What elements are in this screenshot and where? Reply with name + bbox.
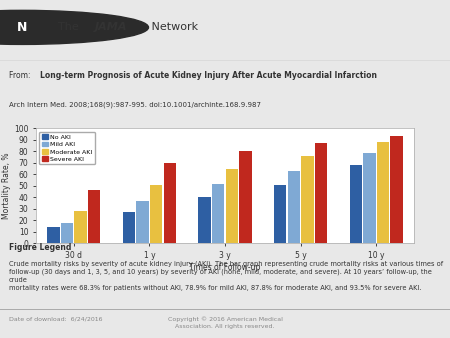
Text: From:: From: <box>9 71 33 80</box>
Bar <box>198 197 211 243</box>
Bar <box>377 142 389 243</box>
Text: Network: Network <box>148 22 198 32</box>
Text: Crude mortality risks by severity of acute kidney injury (AKI). The bar graph re: Crude mortality risks by severity of acu… <box>9 260 443 291</box>
Bar <box>88 191 100 243</box>
Bar <box>274 185 287 243</box>
X-axis label: Times of Follow-up: Times of Follow-up <box>189 263 261 272</box>
Bar <box>390 137 403 243</box>
Bar <box>363 152 376 243</box>
Legend: No AKI, Mild AKI, Moderate AKI, Severe AKI: No AKI, Mild AKI, Moderate AKI, Severe A… <box>39 131 95 165</box>
Bar <box>350 165 362 243</box>
Bar <box>212 184 225 243</box>
Text: The: The <box>58 22 83 32</box>
Bar <box>150 185 162 243</box>
Bar <box>136 201 149 243</box>
Bar <box>47 227 60 243</box>
Bar <box>225 169 238 243</box>
Bar <box>315 143 327 243</box>
Text: Copyright © 2016 American Medical
Association. All rights reserved.: Copyright © 2016 American Medical Associ… <box>167 317 283 329</box>
Bar <box>239 151 252 243</box>
Bar <box>163 163 176 243</box>
Circle shape <box>0 10 148 44</box>
Text: N: N <box>17 21 28 34</box>
Text: Date of download:  6/24/2016: Date of download: 6/24/2016 <box>9 317 103 322</box>
Text: Arch Intern Med. 2008;168(9):987-995. doi:10.1001/archinte.168.9.987: Arch Intern Med. 2008;168(9):987-995. do… <box>9 101 261 108</box>
Bar <box>74 211 87 243</box>
Bar <box>288 171 300 243</box>
Bar <box>61 223 73 243</box>
Bar <box>123 212 135 243</box>
Text: Long-term Prognosis of Acute Kidney Injury After Acute Myocardial Infarction: Long-term Prognosis of Acute Kidney Inju… <box>40 71 378 80</box>
Text: Figure Legend: Figure Legend <box>9 243 72 252</box>
Text: JAMA: JAMA <box>94 22 127 32</box>
Bar <box>301 156 314 243</box>
Y-axis label: Mortality Rate, %: Mortality Rate, % <box>2 153 11 219</box>
